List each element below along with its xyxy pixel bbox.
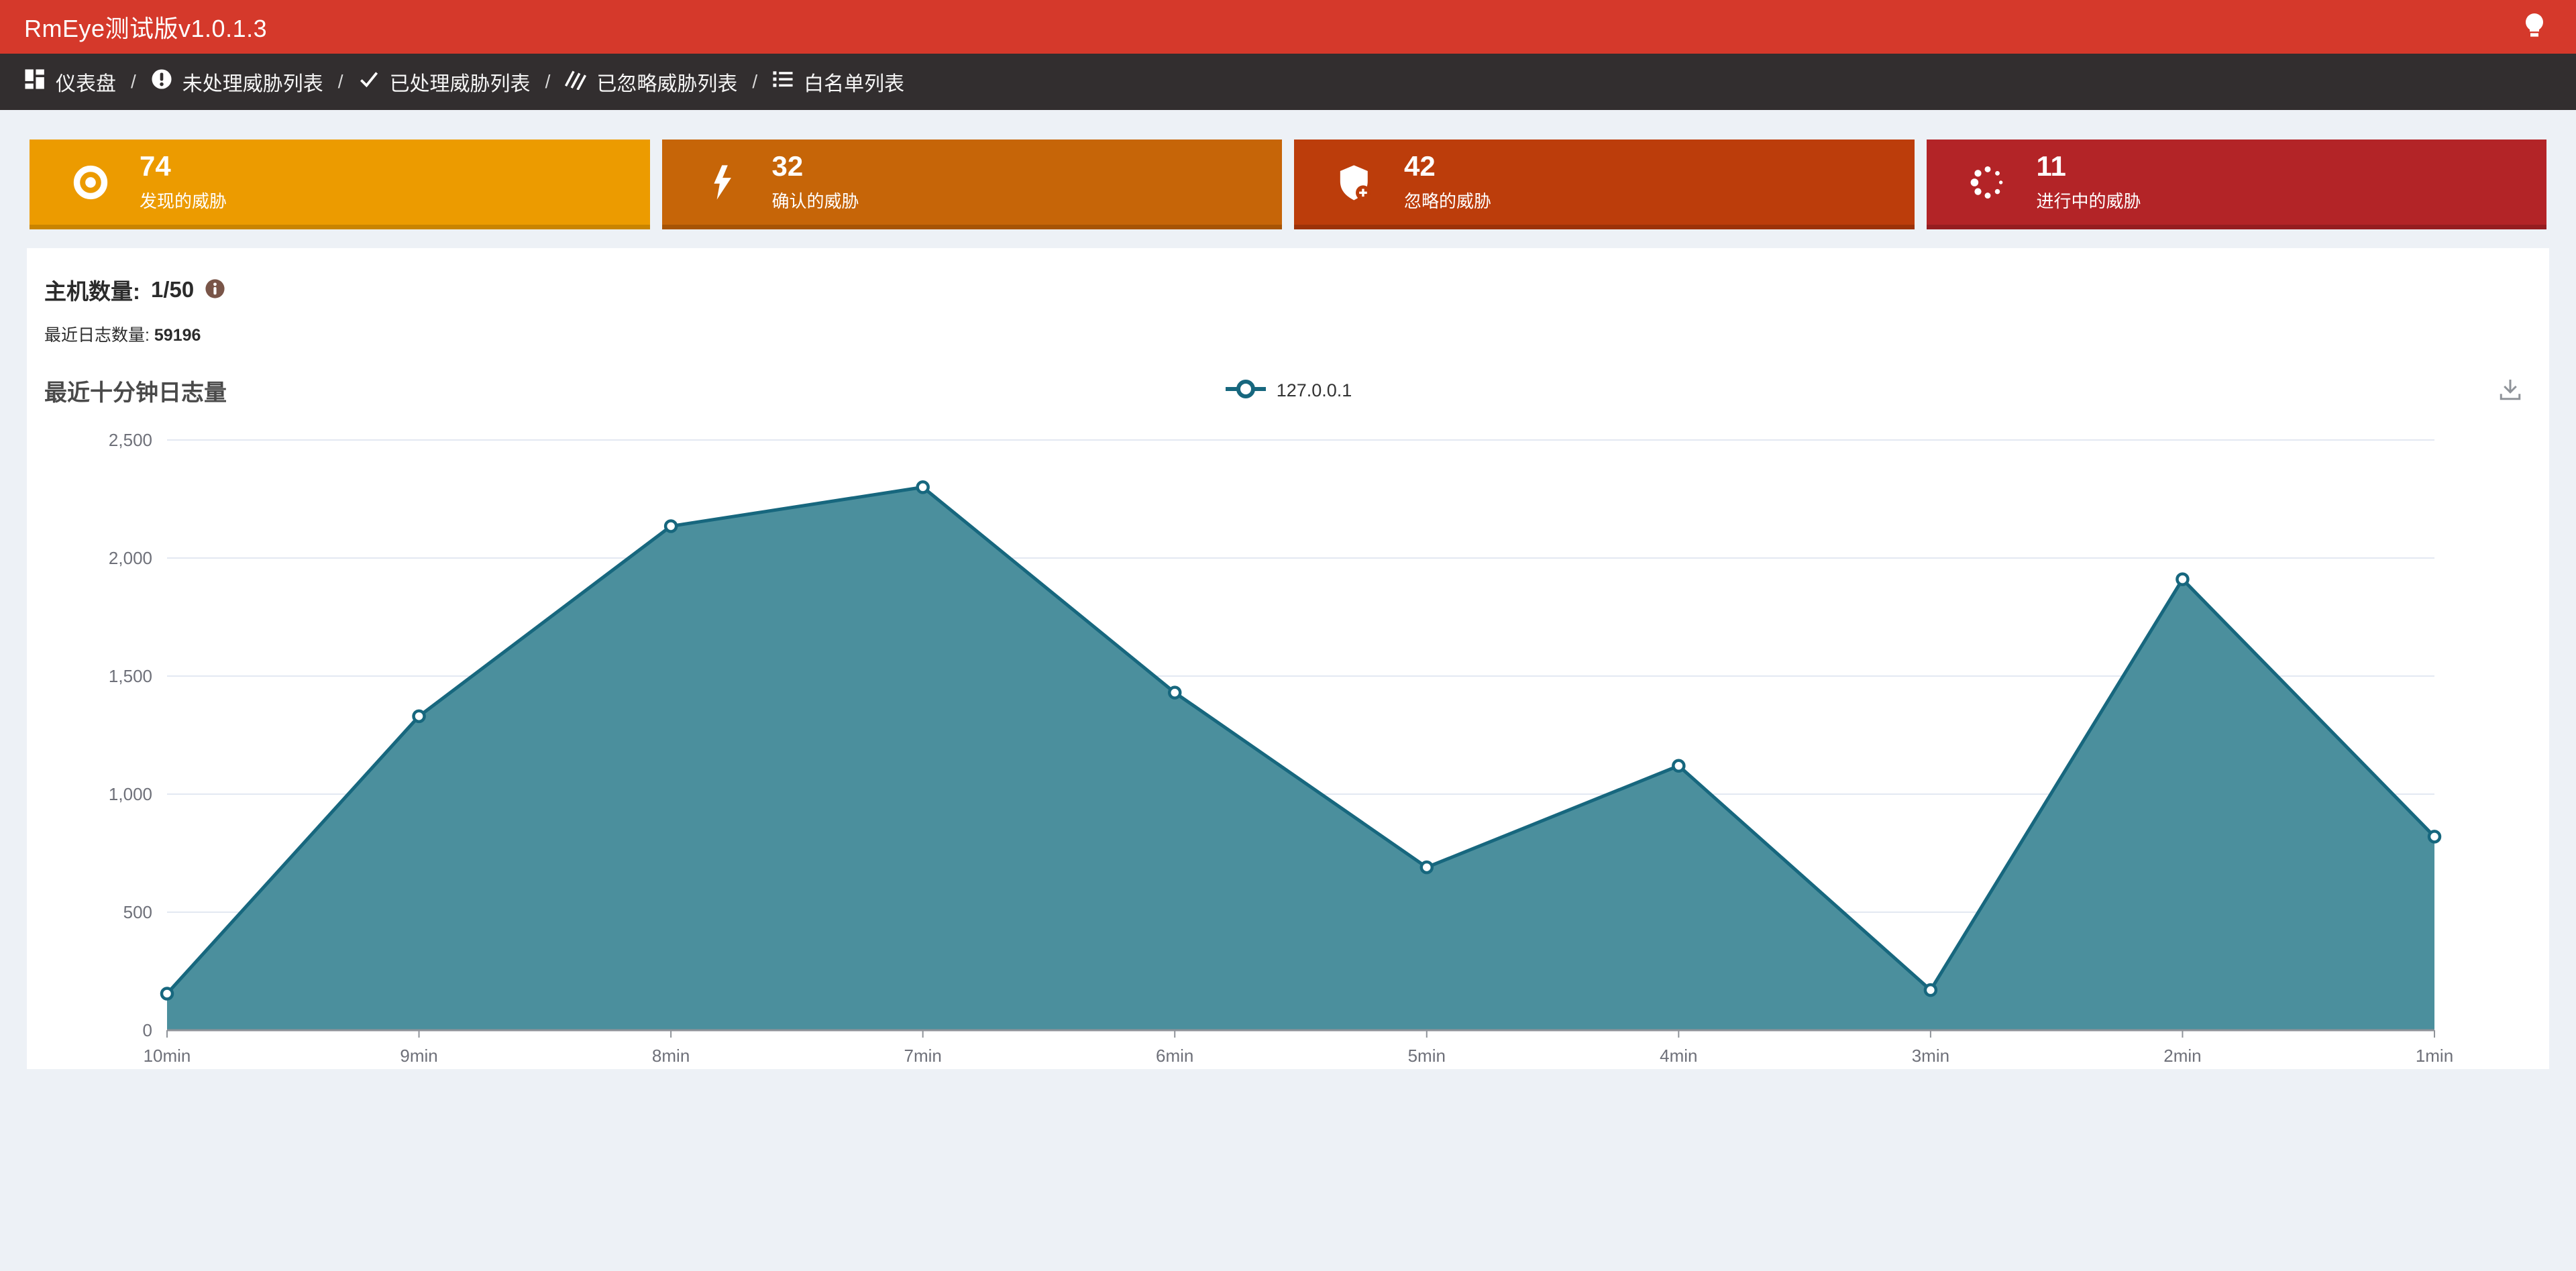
app-title: RmEye测试版v1.0.1.3 [24, 15, 268, 42]
host-count-label: 主机数量: [44, 279, 140, 304]
stat-card-inprogress-threats[interactable]: 11 进行中的威胁 [1926, 140, 2546, 229]
bolt-icon [702, 163, 744, 202]
stat-card-ignored-threats[interactable]: 42 忽略的威胁 [1294, 140, 1915, 229]
breadcrumb-separator: / [545, 71, 551, 92]
nav-item-label: 已处理威胁列表 [389, 73, 531, 95]
svg-text:8min: 8min [652, 1046, 690, 1066]
nav-item-label: 未处理威胁列表 [182, 73, 323, 95]
host-count-row: 主机数量: 1/50 [44, 274, 2532, 306]
chart-canvas: 0 500 1,000 1,500 2,000 2,500 10min 9min 8min 7mi… [109, 430, 2453, 1066]
host-info-button[interactable] [205, 278, 225, 301]
nav-item-label: 仪表盘 [56, 73, 116, 95]
stat-value: 42 [1404, 150, 1436, 182]
chart-header: 最近十分钟日志量 127.0.0.1 [44, 374, 2532, 407]
svg-text:5min: 5min [1408, 1046, 1446, 1066]
nav-item-handled-threats[interactable]: 已处理威胁列表 [358, 67, 531, 97]
stat-card-discovered-threats[interactable]: 74 发现的威胁 [30, 140, 650, 229]
info-icon [205, 278, 225, 301]
breadcrumb-separator: / [337, 71, 343, 92]
eye-icon [70, 163, 111, 202]
nav-item-label: 已忽略威胁列表 [596, 73, 738, 95]
legend-item-127-0-0-1[interactable]: 127.0.0.1 [1224, 378, 1352, 403]
host-count-value: 1/50 [151, 277, 195, 302]
check-icon [358, 68, 380, 95]
svg-text:1min: 1min [2416, 1046, 2453, 1066]
chart-title: 最近十分钟日志量 [44, 380, 227, 406]
log-volume-chart: 0 500 1,000 1,500 2,000 2,500 10min 9min 8min 7mi… [44, 415, 2532, 1076]
svg-text:4min: 4min [1660, 1046, 1697, 1066]
bulb-icon [2521, 11, 2548, 43]
svg-text:500: 500 [123, 902, 152, 922]
ignored-hatch-icon [565, 68, 587, 95]
legend-label: 127.0.0.1 [1276, 380, 1352, 400]
dashboard-panel: 主机数量: 1/50 最近日志数量: 59196 最近十分钟日志量 [27, 248, 2549, 1069]
nav-item-unhandled-threats[interactable]: 未处理威胁列表 [151, 67, 323, 97]
stat-cards-row: 74 发现的威胁 32 确认的威胁 42 忽略的威胁 [0, 110, 2576, 229]
spinner-icon [1967, 163, 2008, 202]
stat-label: 确认的威胁 [771, 191, 859, 212]
breadcrumb-nav: 仪表盘 / 未处理威胁列表 / 已处理威胁列表 / [0, 54, 2576, 110]
log-count-row: 最近日志数量: 59196 [44, 322, 2532, 346]
svg-text:7min: 7min [904, 1046, 941, 1066]
download-button[interactable] [2497, 376, 2524, 405]
stat-label: 进行中的威胁 [2036, 191, 2141, 212]
top-app-bar: RmEye测试版v1.0.1.3 [0, 0, 2576, 54]
log-count-value: 59196 [154, 326, 201, 345]
svg-text:2,500: 2,500 [109, 430, 152, 450]
nav-item-label: 白名单列表 [804, 73, 905, 95]
svg-text:6min: 6min [1156, 1046, 1193, 1066]
svg-text:2min: 2min [2163, 1046, 2201, 1066]
stat-card-confirmed-threats[interactable]: 32 确认的威胁 [661, 140, 1282, 229]
stat-value: 32 [771, 150, 804, 182]
legend-marker-icon [1224, 378, 1267, 403]
svg-text:10min: 10min [144, 1046, 191, 1066]
breadcrumb-separator: / [752, 71, 758, 92]
exclamation-circle-icon [151, 68, 172, 95]
list-icon [772, 68, 794, 95]
svg-text:1,500: 1,500 [109, 666, 152, 686]
svg-text:1,000: 1,000 [109, 784, 152, 804]
nav-item-ignored-threats[interactable]: 已忽略威胁列表 [565, 67, 737, 97]
stat-value: 74 [140, 150, 171, 182]
svg-text:2,000: 2,000 [109, 548, 152, 568]
nav-item-dashboard[interactable]: 仪表盘 [24, 67, 116, 97]
svg-text:9min: 9min [400, 1046, 437, 1066]
breadcrumb-separator: / [131, 71, 136, 92]
stat-label: 忽略的威胁 [1404, 191, 1492, 212]
bulb-button[interactable] [2521, 11, 2548, 43]
log-count-label: 最近日志数量: [44, 326, 150, 345]
stat-label: 发现的威胁 [140, 191, 227, 212]
download-icon [2497, 376, 2524, 405]
dashboard-icon [24, 68, 46, 95]
shield-plus-icon [1334, 163, 1376, 202]
svg-text:3min: 3min [1912, 1046, 1949, 1066]
stat-value: 11 [2036, 150, 2066, 182]
svg-text:0: 0 [143, 1020, 152, 1040]
nav-item-whitelist[interactable]: 白名单列表 [772, 67, 904, 97]
